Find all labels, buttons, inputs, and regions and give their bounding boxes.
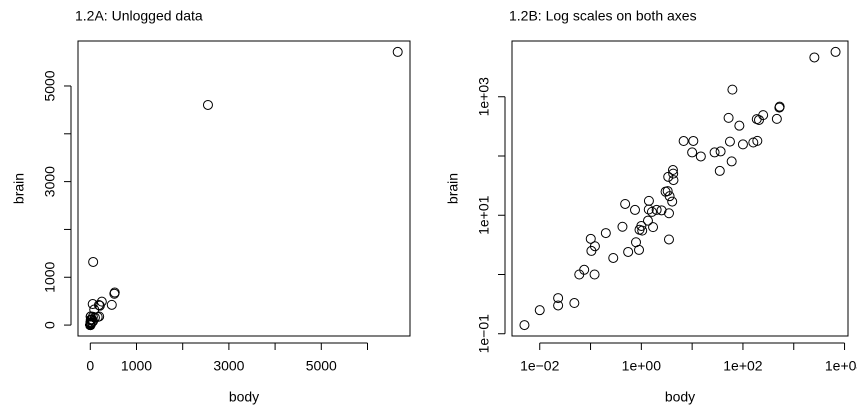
x-axis-label: body — [665, 389, 695, 405]
point — [96, 296, 107, 307]
point — [678, 136, 689, 147]
point — [668, 168, 679, 179]
point — [748, 137, 759, 148]
x-tick-label: 1000 — [121, 358, 152, 374]
y-tick-label: 1000 — [42, 261, 58, 292]
point — [600, 228, 611, 239]
point — [643, 195, 654, 206]
point — [88, 256, 99, 267]
point — [651, 204, 662, 215]
point — [585, 233, 596, 244]
point — [734, 120, 745, 131]
point — [809, 52, 820, 63]
y-axis-label: brain — [445, 173, 461, 204]
point — [646, 206, 657, 217]
x-tick-label: 1e−02 — [520, 358, 560, 374]
point — [830, 46, 841, 57]
point — [534, 305, 545, 316]
point — [695, 151, 706, 162]
point — [519, 320, 530, 331]
point — [202, 99, 213, 110]
point — [726, 156, 737, 167]
point — [109, 287, 120, 298]
point — [709, 147, 720, 158]
point — [688, 135, 699, 146]
point — [629, 204, 640, 215]
point — [634, 244, 645, 255]
point — [727, 84, 738, 95]
x-tick-label: 5000 — [306, 358, 337, 374]
y-tick-label: 0 — [42, 321, 58, 329]
x-tick-label: 1e+02 — [723, 358, 763, 374]
chart-title: 1.2B: Log scales on both axes — [509, 8, 697, 24]
point — [663, 208, 674, 219]
y-tick-label: 1e+01 — [476, 195, 492, 235]
plot-box — [77, 40, 411, 337]
point — [723, 112, 734, 123]
x-tick-label: 1e+04 — [825, 358, 857, 374]
point — [667, 165, 678, 176]
y-tick-label: 1e−01 — [476, 314, 492, 354]
point — [586, 245, 597, 256]
x-tick-label: 0 — [86, 358, 94, 374]
chart-title: 1.2A: Unlogged data — [75, 8, 203, 24]
point — [617, 221, 628, 232]
point — [737, 139, 748, 150]
y-tick-label: 1e+03 — [476, 77, 492, 117]
point — [92, 311, 103, 322]
point — [774, 101, 785, 112]
y-tick-label: 5000 — [42, 70, 58, 101]
x-tick-label: 3000 — [213, 358, 244, 374]
point — [687, 147, 698, 158]
point — [758, 110, 769, 121]
point — [636, 220, 647, 231]
point — [660, 186, 671, 197]
y-tick-label: 3000 — [42, 166, 58, 197]
point — [663, 234, 674, 245]
point — [106, 299, 117, 310]
point — [579, 264, 590, 275]
point — [656, 205, 667, 216]
point — [715, 146, 726, 157]
point — [724, 136, 735, 147]
point — [623, 246, 634, 257]
point — [553, 300, 564, 311]
point — [553, 293, 564, 304]
point — [648, 222, 659, 233]
y-axis-label: brain — [11, 173, 27, 204]
point — [574, 269, 585, 280]
point — [642, 215, 653, 226]
point — [643, 204, 654, 215]
point — [85, 317, 96, 328]
point — [714, 165, 725, 176]
point — [663, 171, 674, 182]
point — [608, 252, 619, 263]
point — [668, 175, 679, 186]
point — [771, 113, 782, 124]
point — [392, 46, 403, 57]
point — [87, 299, 98, 310]
point — [667, 196, 678, 207]
x-tick-label: 1e+00 — [622, 358, 662, 374]
point — [620, 198, 631, 209]
point — [569, 298, 580, 309]
plot-box — [511, 40, 849, 337]
x-axis-label: body — [229, 389, 259, 405]
point — [589, 269, 600, 280]
